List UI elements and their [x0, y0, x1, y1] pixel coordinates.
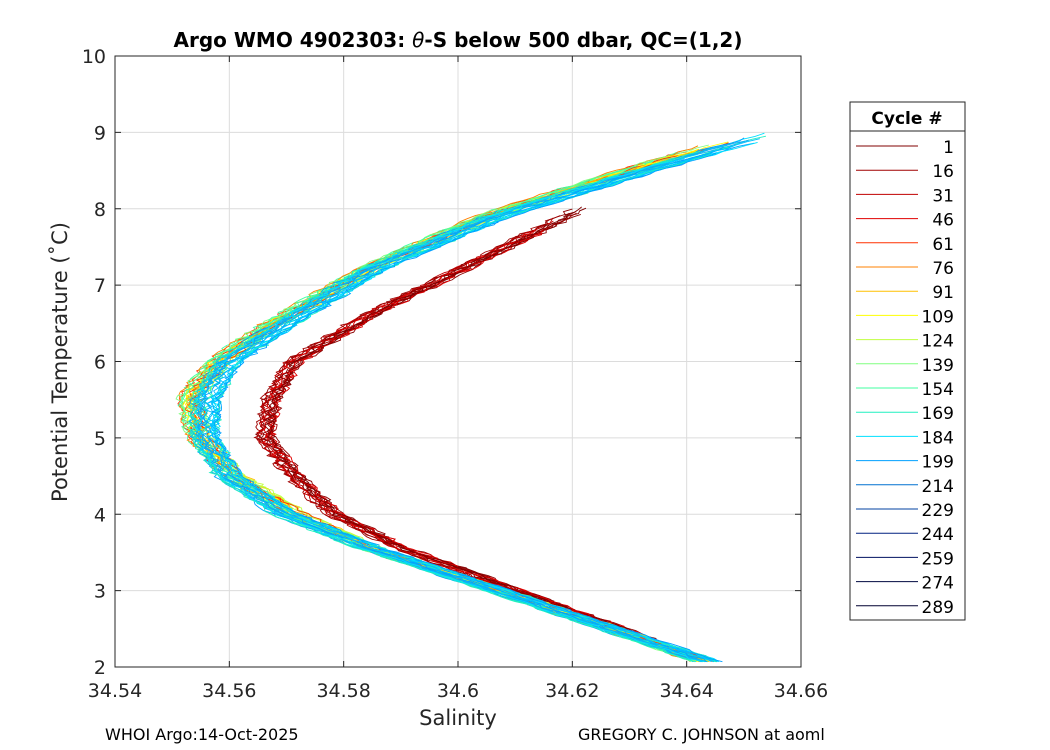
- profile-trace: [188, 150, 701, 663]
- y-axis-label: Potential Temperature (˚C): [48, 222, 72, 502]
- x-tick-label: 34.64: [659, 680, 713, 702]
- x-axis-ticks: 34.54 34.56 34.58 34.6 34.62 34.64 34.66: [88, 56, 828, 702]
- profile-trace: [204, 145, 732, 663]
- x-tick-label: 34.58: [316, 680, 370, 702]
- legend-title: Cycle #: [871, 109, 942, 129]
- profile-trace: [265, 212, 701, 660]
- profile-trace: [192, 145, 723, 663]
- legend-entry-label: 199: [922, 453, 954, 473]
- legend-entry-label: 76: [932, 259, 954, 279]
- profile-trace: [179, 144, 709, 663]
- legend-entry-label: 109: [922, 307, 954, 327]
- x-tick-label: 34.66: [774, 680, 828, 702]
- legend-entry-label: 91: [932, 283, 954, 303]
- profile-trace: [175, 153, 692, 663]
- profile-trace: [178, 145, 699, 663]
- x-tick-label: 34.56: [202, 680, 256, 702]
- x-tick-label: 34.62: [545, 680, 599, 702]
- y-axis-ticks: 2 3 4 5 6 7 8 9 10: [82, 46, 801, 679]
- y-tick-label: 2: [94, 657, 106, 679]
- profile-trace: [177, 149, 691, 663]
- profile-trace: [256, 217, 692, 660]
- profile-trace: [188, 157, 695, 663]
- legend-entry-label: 1: [943, 138, 954, 158]
- legend-entry-label: 229: [922, 501, 954, 521]
- x-tick-label: 34.6: [437, 680, 479, 702]
- footer-author: GREGORY C. JOHNSON at aoml: [578, 725, 825, 744]
- y-tick-label: 5: [94, 428, 106, 450]
- legend-entry-label: 289: [922, 598, 954, 618]
- y-tick-label: 8: [94, 199, 106, 221]
- legend-entry-label: 46: [932, 211, 954, 231]
- legend-entries: 1 16 31 46 61 76 91 109 124 139 154 169 184 199 214 229…: [856, 138, 954, 618]
- profile-trace: [188, 142, 729, 663]
- y-tick-label: 10: [82, 46, 106, 68]
- legend-entry-label: 244: [922, 525, 954, 545]
- legend-entry-label: 169: [922, 404, 954, 424]
- y-tick-label: 3: [94, 581, 106, 603]
- chart-title: Argo WMO 4902303: θ-S below 500 dbar, QC…: [174, 28, 743, 52]
- profile-trace: [190, 149, 708, 663]
- legend-entry-label: 259: [922, 549, 954, 569]
- profile-trace: [260, 206, 691, 660]
- legend-entry-label: 214: [922, 477, 954, 497]
- legend-entry-label: 124: [922, 332, 954, 352]
- legend-entry-label: 139: [922, 356, 954, 376]
- legend-entry-label: 274: [922, 574, 954, 594]
- x-axis-label: Salinity: [419, 706, 497, 730]
- profile-trace: [261, 229, 697, 660]
- profile-trace: [267, 207, 702, 660]
- legend-entry-label: 16: [932, 162, 954, 182]
- profile-trace: [196, 157, 708, 663]
- legend-entry-label: 154: [922, 380, 954, 400]
- y-tick-label: 7: [94, 275, 106, 297]
- profile-trace: [266, 229, 699, 660]
- profile-traces: [175, 132, 766, 663]
- legend-entry-label: 61: [932, 235, 954, 255]
- legend-entry-label: 31: [932, 186, 954, 206]
- profile-trace: [211, 142, 755, 663]
- profile-trace: [213, 152, 723, 663]
- x-tick-label: 34.54: [88, 680, 142, 702]
- profile-trace: [262, 212, 698, 660]
- profile-trace: [194, 154, 705, 663]
- footer-source-date: WHOI Argo:14-Oct-2025: [105, 725, 299, 744]
- profile-trace: [265, 211, 694, 660]
- profile-trace: [177, 151, 695, 663]
- y-tick-label: 9: [94, 122, 106, 144]
- legend-entry-label: 184: [922, 428, 954, 448]
- profile-trace: [188, 149, 705, 663]
- y-tick-label: 4: [94, 504, 106, 526]
- legend: Cycle # 11631466176911091241391541691841…: [849, 101, 966, 621]
- y-tick-label: 6: [94, 352, 106, 374]
- profile-trace: [190, 148, 705, 663]
- profile-trace: [256, 220, 686, 660]
- profile-trace: [254, 208, 692, 660]
